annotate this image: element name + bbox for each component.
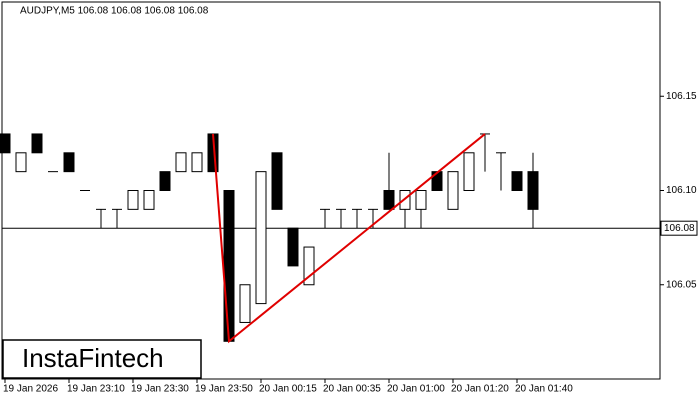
x-tick-label: 20 Jan 01:40 <box>515 384 573 395</box>
candle <box>96 208 106 229</box>
candle <box>239 284 251 323</box>
logo: InstaFintech <box>22 343 164 373</box>
x-tick-label: 20 Jan 00:35 <box>323 384 381 395</box>
candle-body <box>0 133 11 154</box>
candle <box>0 133 11 154</box>
y-tick-label: 106.10 <box>666 185 697 196</box>
price-label: 106.08 <box>664 223 695 234</box>
candle <box>271 152 283 210</box>
candle-body <box>15 152 27 173</box>
x-tick-label: 19 Jan 23:10 <box>67 384 125 395</box>
candle <box>223 190 235 342</box>
candle-body <box>63 152 75 173</box>
candle <box>15 152 27 173</box>
candle-body <box>127 190 139 210</box>
logo-box <box>2 339 202 379</box>
candle-body <box>303 246 315 286</box>
candle <box>191 152 203 173</box>
y-tick-label: 106.15 <box>666 91 697 102</box>
candle <box>336 208 346 229</box>
x-tick-label: 19 Jan 2026 <box>3 384 58 395</box>
pattern-line <box>212 133 486 344</box>
chart-title: AUDJPY,M5 106.08 106.08 106.08 106.08 <box>20 6 209 17</box>
candle-body <box>447 171 459 210</box>
candle <box>31 133 43 154</box>
candle <box>415 190 427 229</box>
x-tick-label: 20 Jan 01:00 <box>387 384 445 395</box>
candle-body <box>239 284 251 323</box>
x-tick-label: 19 Jan 23:30 <box>131 384 189 395</box>
candle-body <box>143 190 155 210</box>
candle-body <box>415 190 427 210</box>
candle <box>527 152 539 229</box>
candle-body <box>287 227 299 267</box>
x-tick-label: 20 Jan 00:15 <box>259 384 317 395</box>
candle-body <box>511 171 523 191</box>
candle-body <box>31 133 43 154</box>
candle <box>127 190 139 210</box>
candle <box>352 208 362 229</box>
candle <box>255 171 267 305</box>
x-tick-label: 19 Jan 23:50 <box>195 384 253 395</box>
candle <box>463 152 475 192</box>
candle-body <box>527 171 539 210</box>
candle <box>496 152 506 191</box>
candle-body <box>383 190 395 210</box>
candle-body <box>191 152 203 173</box>
candle <box>511 171 523 191</box>
candle <box>159 171 171 191</box>
candle-body <box>159 171 171 191</box>
candle-body <box>463 152 475 192</box>
candle <box>447 171 459 210</box>
candle <box>112 208 122 229</box>
candle <box>287 227 299 267</box>
candle-body <box>223 190 235 342</box>
candle-body <box>175 152 187 173</box>
candle-body <box>271 152 283 210</box>
x-tick-label: 20 Jan 01:20 <box>451 384 509 395</box>
y-tick-label: 106.05 <box>666 279 697 290</box>
price-label-box <box>660 220 698 236</box>
plot-frame <box>1 1 661 380</box>
candle <box>383 152 395 210</box>
candle <box>143 190 155 210</box>
candle <box>63 152 75 173</box>
candle <box>175 152 187 173</box>
candle <box>303 246 315 286</box>
candle <box>320 208 330 229</box>
candle-body <box>255 171 267 305</box>
